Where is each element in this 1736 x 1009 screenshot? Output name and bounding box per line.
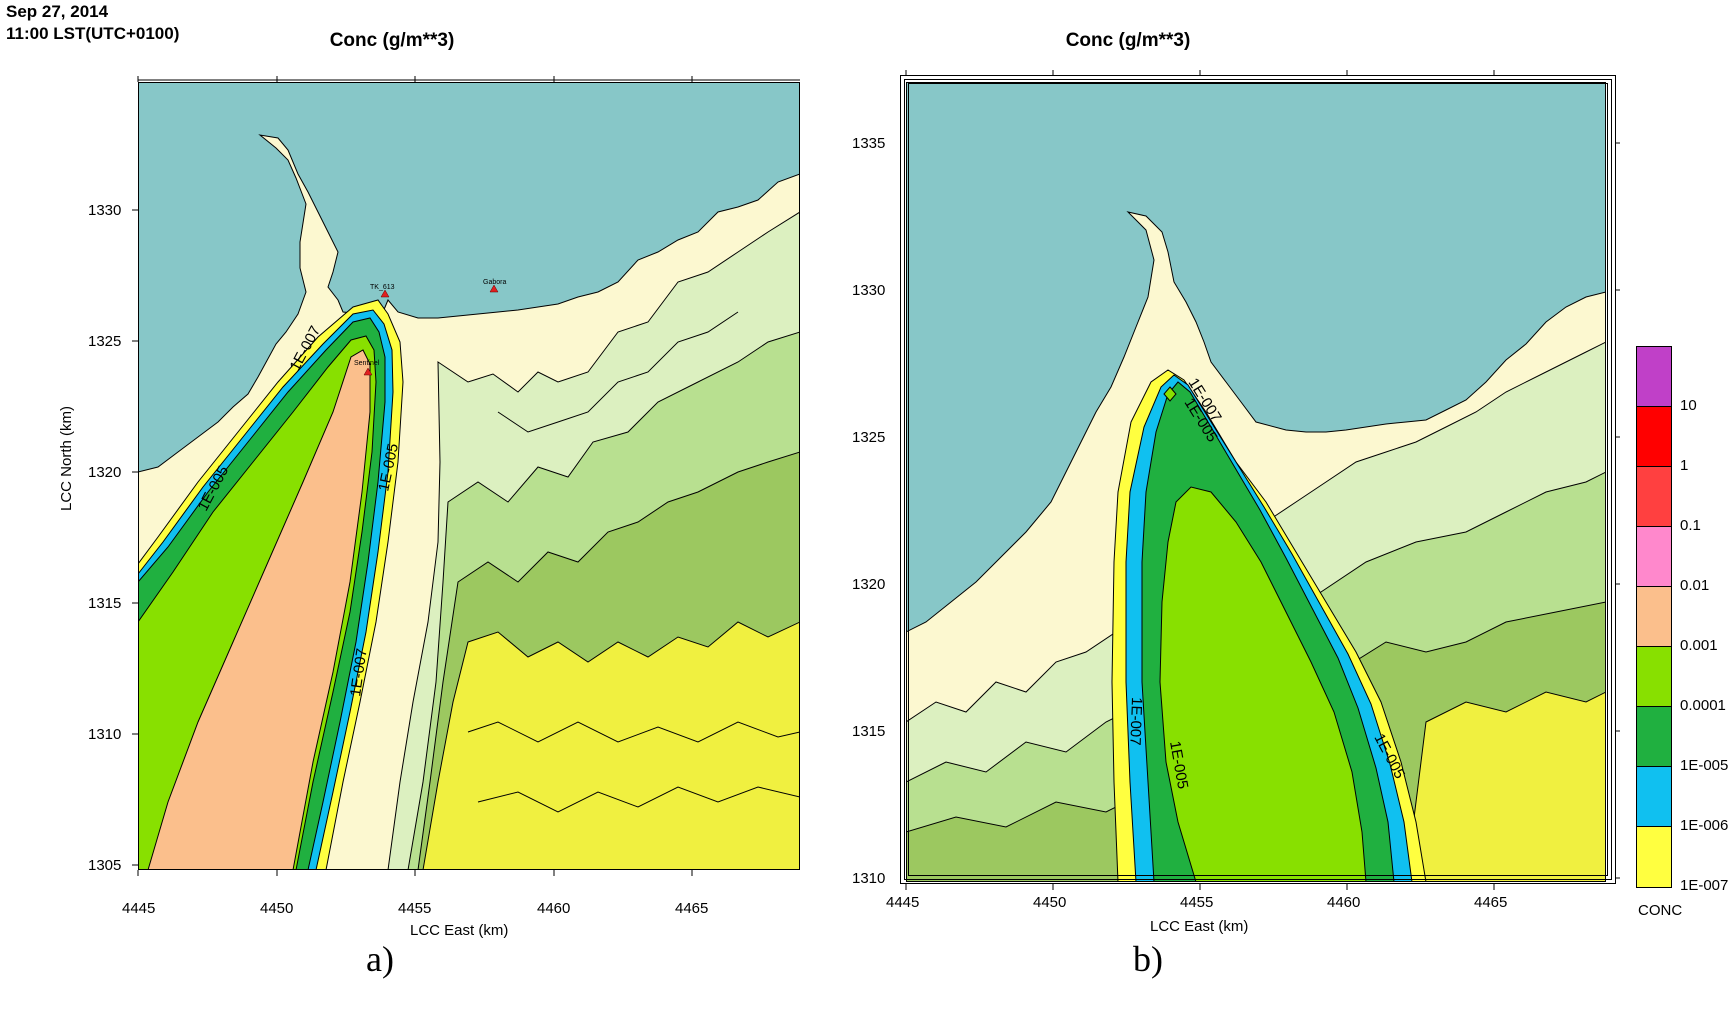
legend-swatch — [1637, 407, 1671, 467]
site-marker — [380, 289, 390, 298]
panel-b-title: Conc (g/m**3) — [1065, 30, 1191, 51]
legend-label: 0.001 — [1680, 637, 1718, 654]
x-axis-title: LCC East (km) — [410, 922, 509, 939]
x-tick-label: 4450 — [260, 900, 294, 917]
panel-a-label: a) — [366, 939, 394, 979]
panel-a-axes — [132, 76, 800, 876]
time-label: 11:00 LST(UTC+0100) — [6, 24, 180, 43]
y-tick-label: 1310 — [88, 726, 122, 743]
legend-label: 0.1 — [1680, 517, 1701, 534]
y-tick-label: 1325 — [852, 429, 886, 446]
legend-swatch — [1637, 767, 1671, 827]
site-label: TK_613 — [370, 284, 395, 291]
terrain-contour — [497, 311, 739, 433]
y-tick-label: 1315 — [88, 595, 122, 612]
legend-label: 1E-005 — [1680, 757, 1729, 774]
y-tick-label: 1305 — [88, 857, 122, 874]
y-tick-label: 1315 — [852, 723, 886, 740]
contour-label: 1E-007 — [347, 647, 371, 697]
terrain-contour — [467, 721, 800, 743]
site-marker — [489, 284, 499, 293]
x-tick-label: 4455 — [1180, 894, 1214, 911]
site-label: Gabora — [483, 279, 506, 286]
legend-swatch — [1637, 347, 1671, 407]
plume-band-0001 — [1159, 486, 1367, 882]
terrain-yellow — [422, 621, 800, 870]
site-marker — [363, 367, 373, 376]
legend-swatch — [1637, 707, 1671, 767]
legend-label: 10 — [1680, 397, 1697, 414]
panel-b-label: b) — [1133, 939, 1163, 979]
sea-area — [138, 82, 800, 473]
y-tick-label: 1335 — [852, 135, 886, 152]
y-tick-label: 1330 — [88, 202, 122, 219]
x-tick-label: 4460 — [537, 900, 571, 917]
panel-b-axes — [900, 70, 1620, 890]
x-tick-label: 4460 — [1327, 894, 1361, 911]
x-tick-label: 4465 — [1474, 894, 1508, 911]
y-tick-label: 1320 — [852, 576, 886, 593]
panel-a-map: 1E-007 1E-005 1E-005 1E-007 TK_613 Gabor… — [138, 82, 800, 870]
x-tick-label: 4445 — [122, 900, 156, 917]
legend-swatch — [1637, 647, 1671, 707]
legend-label: 1E-007 — [1680, 877, 1729, 894]
y-tick-label: 1320 — [88, 464, 122, 481]
plume-band-001 — [147, 349, 371, 870]
contour-label: 1E-007 — [1126, 697, 1145, 746]
legend-colorbar — [1636, 346, 1672, 888]
y-tick-label: 1330 — [852, 282, 886, 299]
x-tick-label: 4455 — [398, 900, 432, 917]
legend-label: 0.01 — [1680, 577, 1710, 594]
x-tick-label: 4465 — [675, 900, 709, 917]
legend-label: 0.0001 — [1680, 697, 1726, 714]
y-axis-title: LCC North (km) — [58, 405, 76, 512]
legend-swatch — [1637, 587, 1671, 647]
x-axis-title: LCC East (km) — [1150, 918, 1249, 935]
x-tick-label: 4450 — [1033, 894, 1067, 911]
legend-swatch — [1637, 527, 1671, 587]
legend-swatch — [1637, 467, 1671, 527]
sea-area — [906, 82, 1606, 633]
terrain-yellow — [1405, 691, 1606, 882]
x-tick-label: 4445 — [886, 894, 920, 911]
legend-label: 1E-006 — [1680, 817, 1729, 834]
legend-swatch — [1637, 827, 1671, 887]
panel-b-map: 1E-007 1E-005 1E-007 1E-005 1E-005 — [906, 82, 1606, 882]
plume-core — [1163, 386, 1177, 402]
legend-label: 1 — [1680, 457, 1689, 474]
y-tick-label: 1325 — [88, 333, 122, 350]
legend-title: CONC — [1638, 902, 1683, 919]
date-label: Sep 27, 2014 — [6, 2, 109, 21]
site-label: Sentinel — [354, 360, 380, 367]
panel-a-title: Conc (g/m**3) — [329, 30, 455, 51]
terrain-contour — [477, 786, 800, 813]
y-tick-label: 1310 — [852, 870, 886, 887]
